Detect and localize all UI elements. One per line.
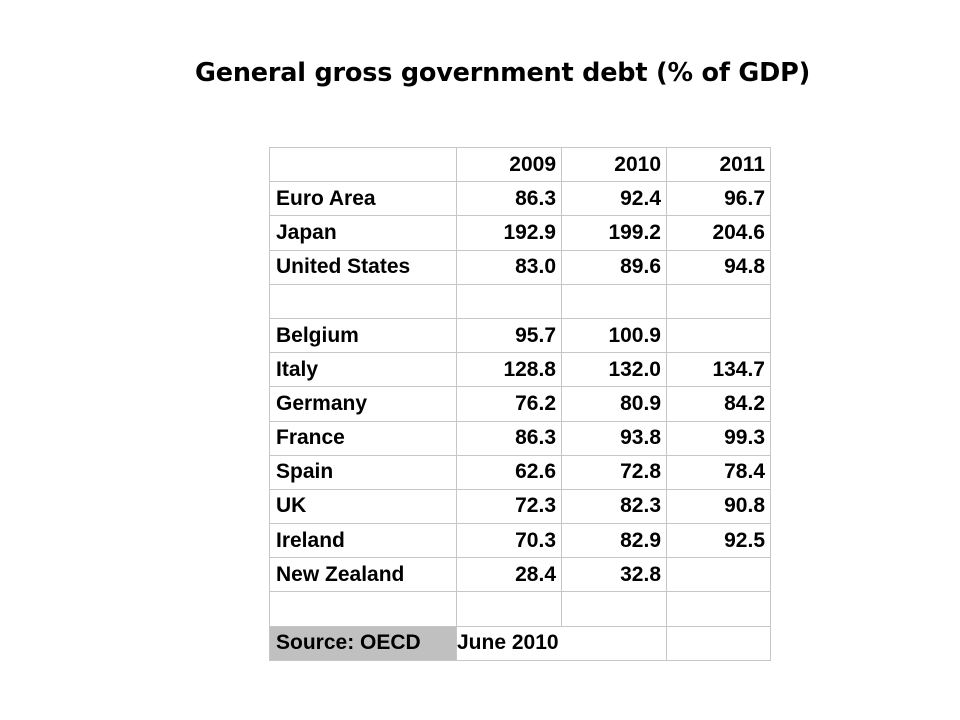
table-row: UK 72.3 82.3 90.8 — [269, 488, 771, 525]
value-cell-2011: 84.2 — [666, 386, 771, 422]
value-cell-2009: 72.3 — [456, 488, 562, 525]
empty-cell — [666, 625, 771, 661]
value-cell-2011: 134.7 — [666, 352, 771, 388]
value-cell-2009: 95.7 — [456, 317, 562, 354]
page-title: General gross government debt (% of GDP) — [195, 58, 811, 88]
table-row: Germany 76.2 80.9 84.2 — [269, 386, 771, 422]
value-cell-2009: 83.0 — [456, 249, 562, 285]
value-cell-2010 — [561, 283, 667, 319]
value-cell-2009: 86.3 — [456, 181, 562, 217]
value-cell-2011: 204.6 — [666, 215, 771, 251]
value-cell-2009: 28.4 — [456, 557, 562, 593]
country-cell — [269, 591, 457, 627]
value-cell-2009: 70.3 — [456, 523, 562, 559]
value-cell-2011 — [666, 557, 771, 593]
country-cell: Germany — [269, 386, 457, 422]
table-header-row: 2009 2010 2011 — [269, 146, 771, 183]
value-cell-2009: 128.8 — [456, 352, 562, 388]
value-cell-2010: 199.2 — [561, 215, 667, 251]
value-cell-2010: 100.9 — [561, 317, 667, 354]
source-label: Source: OECD — [269, 625, 457, 661]
debt-table: 2009 2010 2011 Euro Area 86.3 92.4 96.7 Japa… — [269, 146, 771, 661]
value-cell-2010: 132.0 — [561, 352, 667, 388]
value-cell-2009 — [456, 591, 562, 627]
country-cell: Euro Area — [269, 181, 457, 217]
country-cell: Belgium — [269, 317, 457, 354]
header-cell-2011: 2011 — [666, 146, 771, 183]
country-cell: United States — [269, 249, 457, 285]
source-row: Source: OECD June 2010 — [269, 625, 771, 661]
header-cell-2010: 2010 — [561, 146, 667, 183]
value-cell-2010: 80.9 — [561, 386, 667, 422]
table-row: Italy 128.8 132.0 134.7 — [269, 352, 771, 388]
value-cell-2009: 76.2 — [456, 386, 562, 422]
table-row: Japan 192.9 199.2 204.6 — [269, 215, 771, 251]
value-cell-2009: 86.3 — [456, 420, 562, 456]
value-cell-2010 — [561, 591, 667, 627]
value-cell-2010: 89.6 — [561, 249, 667, 285]
table-row — [269, 591, 771, 627]
source-date: June 2010 — [456, 625, 667, 661]
value-cell-2010: 82.9 — [561, 523, 667, 559]
value-cell-2009: 192.9 — [456, 215, 562, 251]
value-cell-2010: 72.8 — [561, 454, 667, 490]
value-cell-2011 — [666, 317, 771, 354]
value-cell-2011: 96.7 — [666, 181, 771, 217]
country-cell: Ireland — [269, 523, 457, 559]
country-cell: Japan — [269, 215, 457, 251]
value-cell-2011: 94.8 — [666, 249, 771, 285]
table-row: United States 83.0 89.6 94.8 — [269, 249, 771, 285]
country-cell: Spain — [269, 454, 457, 490]
value-cell-2011 — [666, 591, 771, 627]
country-cell: France — [269, 420, 457, 456]
value-cell-2010: 32.8 — [561, 557, 667, 593]
value-cell-2011: 92.5 — [666, 523, 771, 559]
table-row: Spain 62.6 72.8 78.4 — [269, 454, 771, 490]
header-cell-2009: 2009 — [456, 146, 562, 183]
value-cell-2011 — [666, 283, 771, 319]
country-cell: New Zealand — [269, 557, 457, 593]
header-cell — [269, 146, 457, 183]
table-row: Ireland 70.3 82.9 92.5 — [269, 523, 771, 559]
table-row: New Zealand 28.4 32.8 — [269, 557, 771, 593]
value-cell-2010: 93.8 — [561, 420, 667, 456]
table-row — [269, 283, 771, 319]
country-cell: Italy — [269, 352, 457, 388]
value-cell-2011: 99.3 — [666, 420, 771, 456]
value-cell-2011: 78.4 — [666, 454, 771, 490]
table-row: Belgium 95.7 100.9 — [269, 317, 771, 354]
value-cell-2009 — [456, 283, 562, 319]
value-cell-2011: 90.8 — [666, 488, 771, 525]
value-cell-2010: 92.4 — [561, 181, 667, 217]
value-cell-2009: 62.6 — [456, 454, 562, 490]
table-row: Euro Area 86.3 92.4 96.7 — [269, 181, 771, 217]
value-cell-2010: 82.3 — [561, 488, 667, 525]
table-row: France 86.3 93.8 99.3 — [269, 420, 771, 456]
country-cell — [269, 283, 457, 319]
country-cell: UK — [269, 488, 457, 525]
